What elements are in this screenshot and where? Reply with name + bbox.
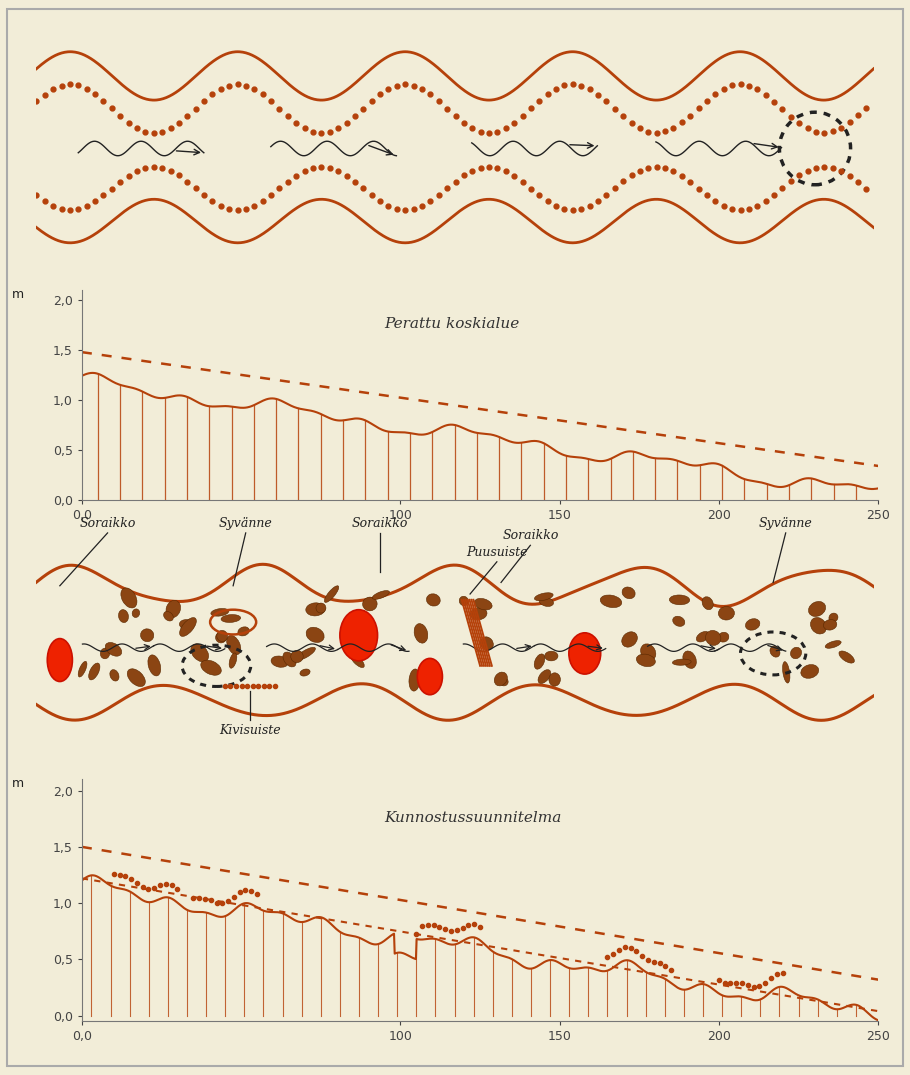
Ellipse shape: [770, 646, 780, 657]
Ellipse shape: [829, 613, 838, 622]
Ellipse shape: [349, 649, 363, 661]
Text: Kunnostussuunnitelma: Kunnostussuunnitelma: [384, 812, 561, 826]
Ellipse shape: [418, 658, 442, 694]
Ellipse shape: [672, 616, 685, 627]
Ellipse shape: [271, 656, 288, 668]
Ellipse shape: [670, 594, 690, 605]
Ellipse shape: [824, 619, 837, 630]
Ellipse shape: [166, 600, 180, 618]
Ellipse shape: [283, 653, 296, 666]
Text: Soraikko: Soraikko: [502, 529, 559, 542]
Text: Syvänne: Syvänne: [218, 517, 273, 530]
Ellipse shape: [300, 669, 310, 676]
Ellipse shape: [106, 643, 122, 656]
Ellipse shape: [110, 670, 119, 682]
Ellipse shape: [324, 586, 339, 602]
Ellipse shape: [372, 590, 389, 600]
Ellipse shape: [127, 669, 146, 687]
Ellipse shape: [641, 644, 656, 661]
Ellipse shape: [296, 647, 316, 660]
Ellipse shape: [195, 651, 205, 657]
Ellipse shape: [179, 618, 197, 636]
Text: Kivisuiste: Kivisuiste: [219, 723, 280, 736]
Ellipse shape: [539, 597, 553, 606]
Ellipse shape: [350, 654, 364, 668]
Ellipse shape: [703, 597, 713, 610]
Ellipse shape: [358, 626, 369, 647]
Ellipse shape: [164, 612, 173, 621]
Ellipse shape: [216, 632, 227, 643]
Ellipse shape: [718, 606, 734, 620]
Ellipse shape: [801, 664, 819, 678]
Ellipse shape: [705, 630, 721, 645]
Ellipse shape: [601, 594, 622, 607]
Ellipse shape: [414, 624, 428, 643]
Ellipse shape: [362, 597, 377, 611]
Ellipse shape: [672, 659, 692, 665]
Ellipse shape: [811, 617, 826, 634]
Ellipse shape: [100, 648, 110, 659]
Ellipse shape: [211, 608, 228, 616]
Text: Soraikko: Soraikko: [351, 517, 408, 530]
Ellipse shape: [460, 597, 469, 605]
Ellipse shape: [221, 615, 240, 622]
Ellipse shape: [534, 592, 553, 601]
Ellipse shape: [569, 633, 601, 674]
Ellipse shape: [78, 661, 87, 677]
Ellipse shape: [427, 593, 440, 606]
Ellipse shape: [494, 672, 508, 686]
Ellipse shape: [745, 619, 760, 630]
Ellipse shape: [696, 631, 710, 642]
Ellipse shape: [238, 627, 249, 636]
Ellipse shape: [534, 654, 545, 670]
Ellipse shape: [118, 610, 128, 622]
Ellipse shape: [409, 669, 420, 691]
Ellipse shape: [808, 601, 825, 616]
Text: Puusuiste: Puusuiste: [466, 545, 528, 559]
Ellipse shape: [549, 673, 561, 686]
Ellipse shape: [622, 587, 635, 599]
Ellipse shape: [470, 607, 487, 620]
Ellipse shape: [140, 629, 154, 642]
Ellipse shape: [636, 654, 655, 666]
Ellipse shape: [306, 603, 325, 616]
Ellipse shape: [306, 628, 324, 643]
Ellipse shape: [316, 603, 326, 613]
Ellipse shape: [148, 655, 161, 676]
Text: Perattu koskialue: Perattu koskialue: [384, 317, 520, 331]
Ellipse shape: [132, 608, 139, 617]
Ellipse shape: [474, 599, 492, 610]
Ellipse shape: [783, 661, 790, 683]
Ellipse shape: [47, 639, 73, 682]
Ellipse shape: [791, 647, 802, 659]
Ellipse shape: [622, 632, 637, 647]
Ellipse shape: [179, 619, 195, 630]
Ellipse shape: [718, 632, 729, 642]
Ellipse shape: [480, 636, 493, 650]
Ellipse shape: [201, 660, 221, 675]
Ellipse shape: [500, 677, 508, 686]
Ellipse shape: [538, 670, 551, 684]
Ellipse shape: [121, 588, 136, 608]
Ellipse shape: [217, 630, 228, 642]
Ellipse shape: [839, 651, 854, 663]
Text: Syvänne: Syvänne: [759, 517, 813, 530]
Text: m: m: [12, 777, 24, 790]
Ellipse shape: [291, 650, 303, 662]
Ellipse shape: [191, 644, 208, 662]
Text: Soraikko: Soraikko: [79, 517, 136, 530]
Ellipse shape: [229, 653, 237, 669]
Ellipse shape: [545, 651, 558, 661]
Ellipse shape: [591, 640, 597, 647]
Ellipse shape: [682, 651, 696, 669]
Ellipse shape: [227, 635, 241, 655]
Ellipse shape: [825, 641, 841, 648]
Ellipse shape: [340, 610, 378, 661]
Text: m: m: [12, 288, 24, 301]
Ellipse shape: [88, 663, 100, 679]
